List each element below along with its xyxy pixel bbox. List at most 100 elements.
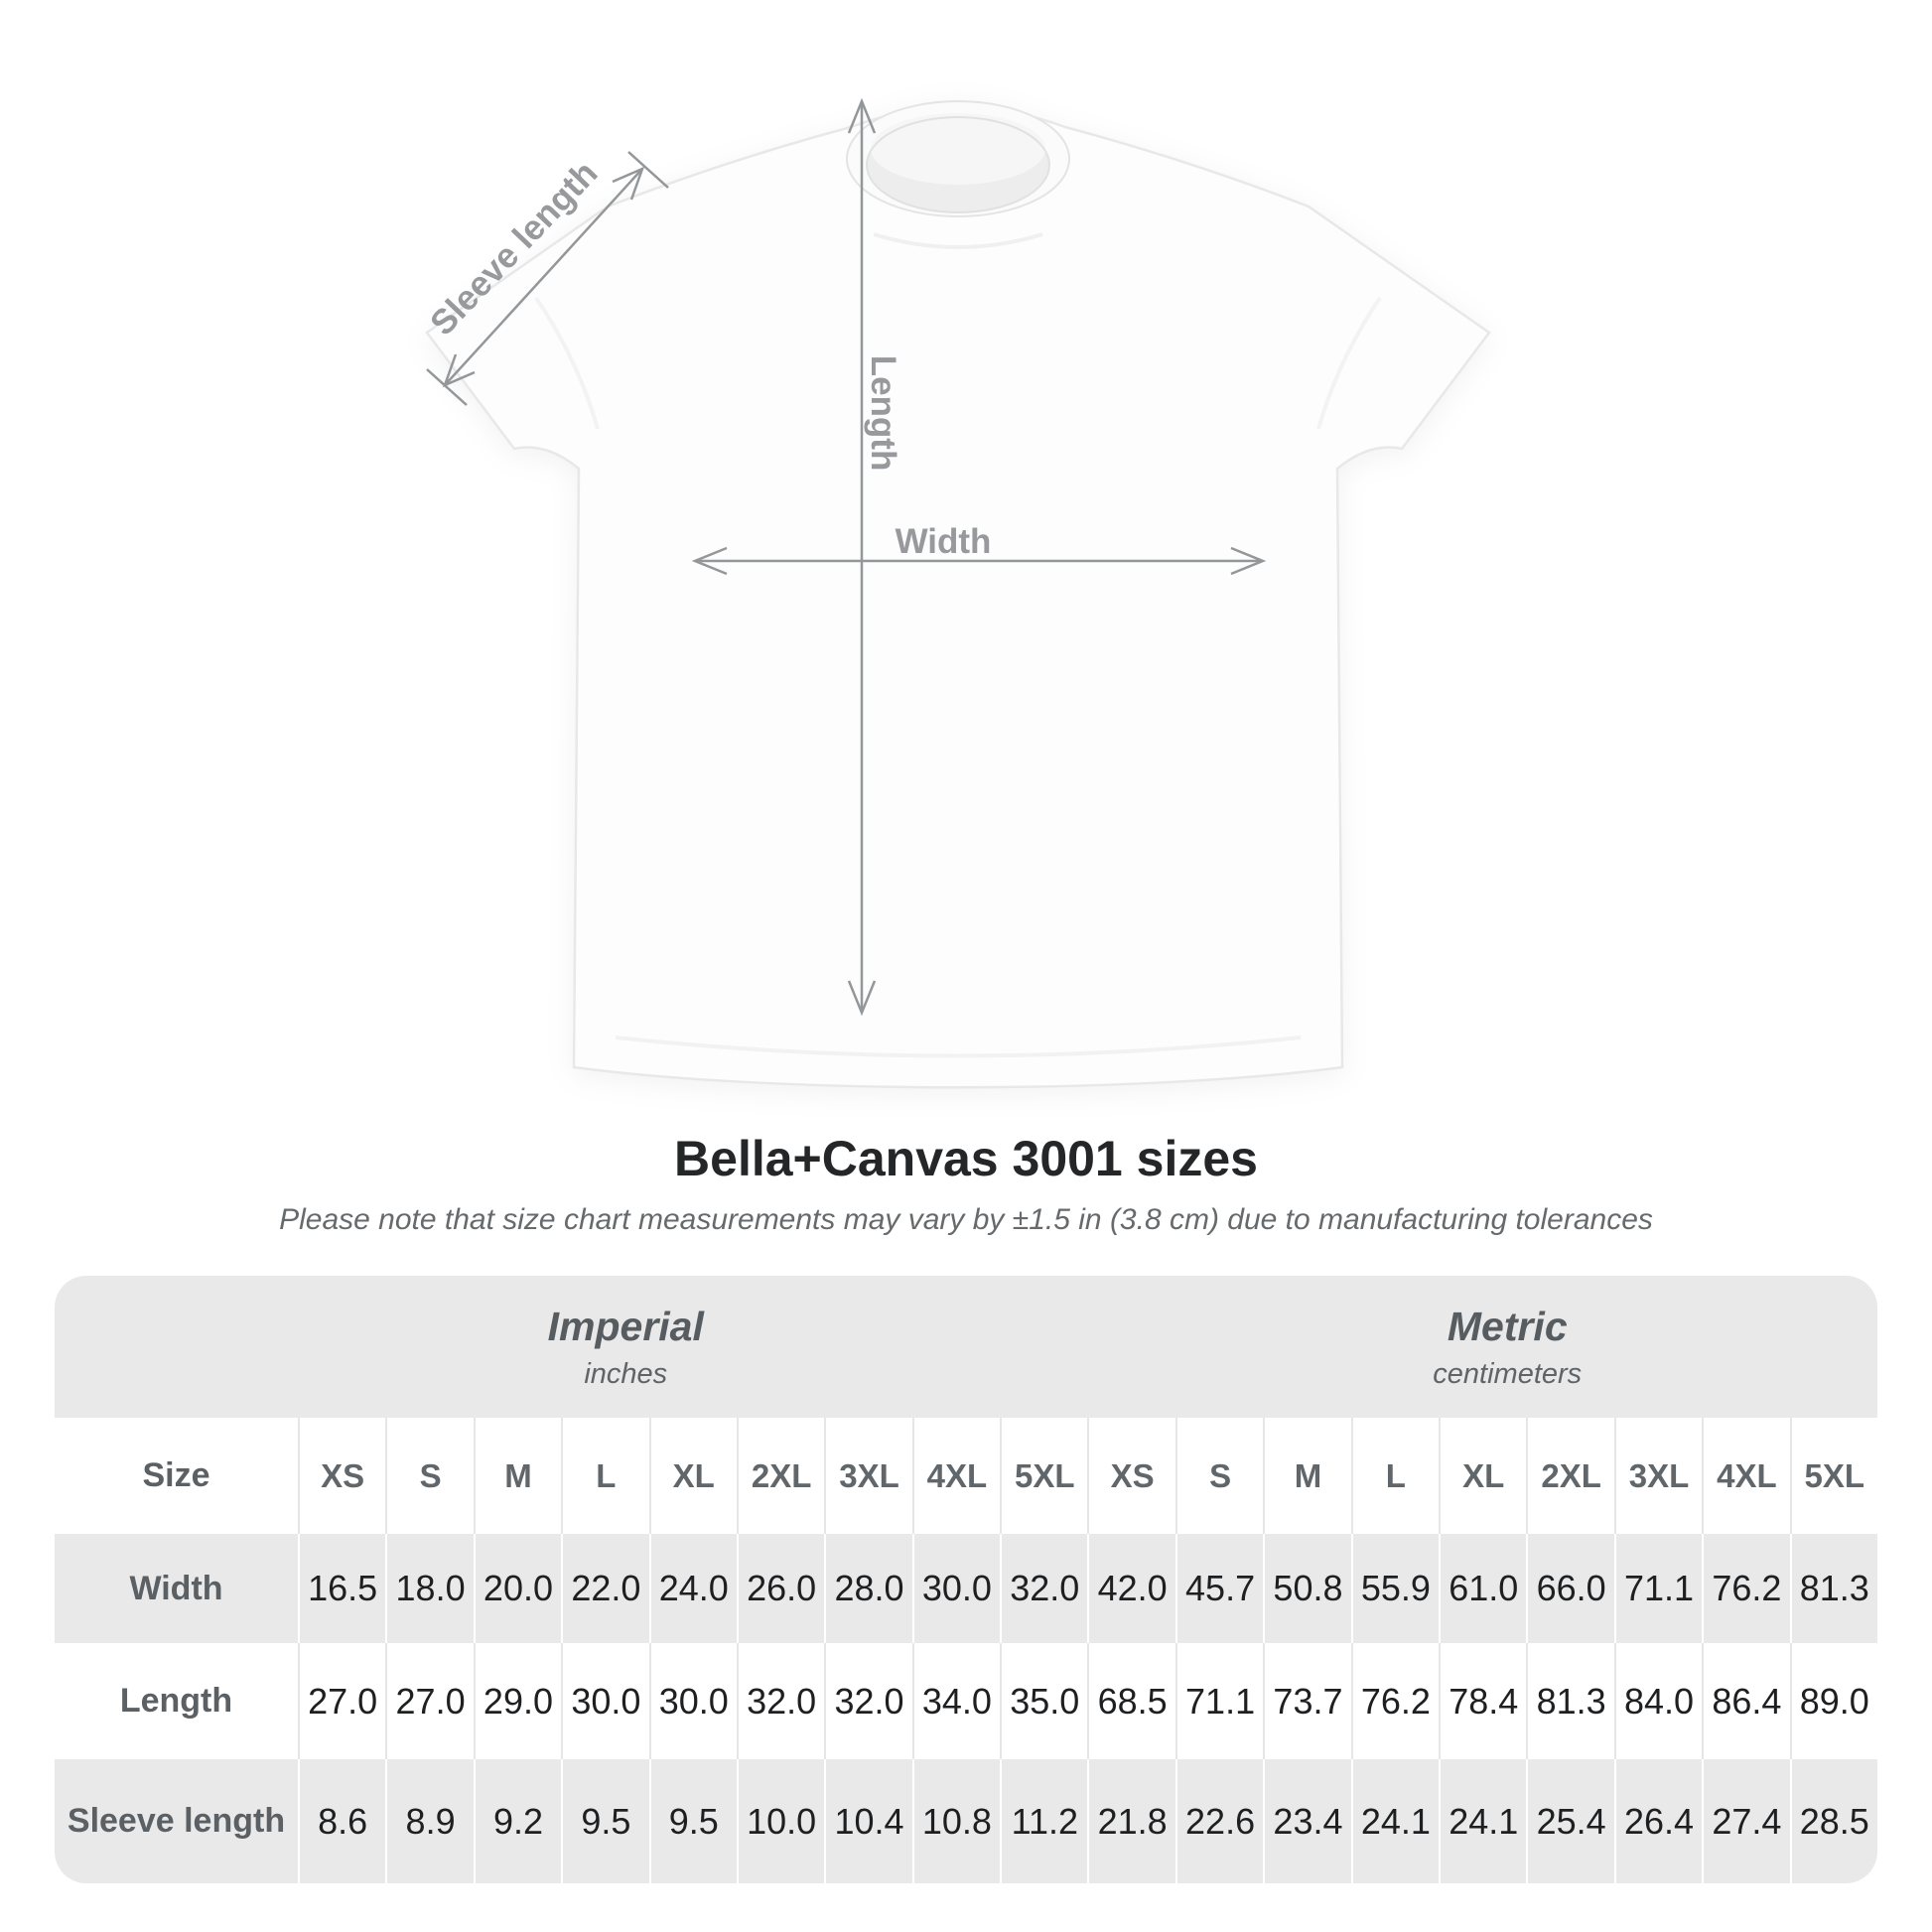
measurement-annotations [426, 97, 1267, 1017]
length-row-label: Length [119, 1682, 233, 1720]
sleeve-length-arrow [426, 151, 669, 406]
sleeve-imperial-cell: 8.9 [385, 1759, 473, 1883]
fold-under-collar [873, 232, 1043, 249]
length-imperial-cell: 34.0 [911, 1643, 1000, 1759]
size-header-cell: 2XL [1526, 1418, 1613, 1534]
width-imperial-cell: 16.5 [298, 1534, 385, 1643]
size-header-cell: M [473, 1418, 561, 1534]
length-label: Length [864, 355, 902, 472]
size-header-cell: 3XL [824, 1418, 911, 1534]
length-metric-cell: 76.2 [1350, 1643, 1439, 1759]
metric-unit: centimeters [1433, 1357, 1583, 1390]
table-row-length: Length 27.0 27.0 29.0 30.0 30.0 32.0 32.… [55, 1643, 1877, 1759]
fold-left-sleeve [534, 296, 600, 430]
fold-hem [615, 1035, 1302, 1058]
width-metric-cell: 61.0 [1439, 1534, 1526, 1643]
length-metric-cell: 78.4 [1439, 1643, 1526, 1759]
table-row-sizes: Size XS S M L XL 2XL 3XL 4XL 5XL XS S M … [55, 1418, 1877, 1534]
metric-title: Metric [1447, 1303, 1568, 1349]
width-metric-cell: 71.1 [1613, 1534, 1702, 1643]
length-imperial-cell: 27.0 [385, 1643, 473, 1759]
sleeve-metric-cell: 23.4 [1263, 1759, 1350, 1883]
width-metric-cell: 66.0 [1526, 1534, 1613, 1643]
table-row-sleeve-length: Sleeve length 8.6 8.9 9.2 9.5 9.5 10.0 1… [55, 1759, 1877, 1883]
width-metric-cell: 50.8 [1263, 1534, 1350, 1643]
size-header-cell: 5XL [1000, 1418, 1087, 1534]
table-row-width: Width 16.5 18.0 20.0 22.0 24.0 26.0 28.0… [55, 1534, 1877, 1643]
size-header-cell: 3XL [1613, 1418, 1702, 1534]
size-header-cell: S [385, 1418, 473, 1534]
width-imperial-cell: 28.0 [824, 1534, 911, 1643]
sleeve-imperial-cell: 9.5 [648, 1759, 737, 1883]
length-metric-cell: 73.7 [1263, 1643, 1350, 1759]
sleeve-metric-cell: 27.4 [1702, 1759, 1789, 1883]
width-metric-cell: 42.0 [1087, 1534, 1174, 1643]
width-metric-cell: 55.9 [1350, 1534, 1439, 1643]
size-header-cell: XL [648, 1418, 737, 1534]
sleeve-imperial-cell: 9.2 [473, 1759, 561, 1883]
tshirt-measurement-diagram: Sleeve length Length Width [423, 97, 1491, 1089]
length-imperial-cell: 32.0 [824, 1643, 911, 1759]
width-row-label: Width [129, 1569, 223, 1607]
sleeve-metric-cell: 24.1 [1350, 1759, 1439, 1883]
size-header-cell: L [1350, 1418, 1439, 1534]
sleeve-metric-cell: 22.6 [1174, 1759, 1263, 1883]
size-header-cell: 5XL [1789, 1418, 1877, 1534]
size-header-cell: XL [1439, 1418, 1526, 1534]
metric-header: Metric centimeters [1088, 1276, 1878, 1418]
width-imperial-cell: 30.0 [911, 1534, 1000, 1643]
length-imperial-cell: 35.0 [1000, 1643, 1087, 1759]
fold-right-sleeve [1316, 296, 1382, 430]
length-imperial-cell: 30.0 [561, 1643, 648, 1759]
width-metric-cell: 81.3 [1789, 1534, 1877, 1643]
length-metric-cell: 89.0 [1789, 1643, 1877, 1759]
sleeve-imperial-cell: 8.6 [298, 1759, 385, 1883]
size-header-cell: XS [298, 1418, 385, 1534]
sleeve-imperial-cell: 9.5 [561, 1759, 648, 1883]
width-imperial-cell: 18.0 [385, 1534, 473, 1643]
size-header-cell: XS [1087, 1418, 1174, 1534]
length-metric-cell: 81.3 [1526, 1643, 1613, 1759]
sleeve-metric-cell: 25.4 [1526, 1759, 1613, 1883]
size-header-cell: 2XL [736, 1418, 824, 1534]
length-imperial-cell: 30.0 [648, 1643, 737, 1759]
sleeve-metric-cell: 28.5 [1789, 1759, 1877, 1883]
size-header-cell: S [1174, 1418, 1263, 1534]
width-imperial-cell: 22.0 [561, 1534, 648, 1643]
length-metric-cell: 84.0 [1613, 1643, 1702, 1759]
size-header-cell: 4XL [911, 1418, 1000, 1534]
width-label: Width [896, 522, 992, 561]
length-metric-cell: 71.1 [1174, 1643, 1263, 1759]
page-title: Bella+Canvas 3001 sizes [674, 1131, 1258, 1186]
length-imperial-cell: 29.0 [473, 1643, 561, 1759]
size-header-cell: M [1263, 1418, 1350, 1534]
width-metric-cell: 45.7 [1174, 1534, 1263, 1643]
sleeve-metric-cell: 21.8 [1087, 1759, 1174, 1883]
unit-header-band: Imperial inches Metric centimeters [55, 1276, 1877, 1418]
length-metric-cell: 86.4 [1702, 1643, 1789, 1759]
imperial-unit: inches [584, 1357, 668, 1390]
length-arrow [847, 97, 877, 1017]
size-header-cell: 4XL [1702, 1418, 1789, 1534]
width-metric-cell: 76.2 [1702, 1534, 1789, 1643]
length-metric-cell: 68.5 [1087, 1643, 1174, 1759]
tshirt-body [425, 105, 1491, 1089]
width-imperial-cell: 20.0 [473, 1534, 561, 1643]
sleeve-metric-cell: 26.4 [1613, 1759, 1702, 1883]
sleeve-imperial-cell: 10.8 [911, 1759, 1000, 1883]
width-imperial-cell: 32.0 [1000, 1534, 1087, 1643]
imperial-header: Imperial inches [55, 1276, 1088, 1418]
sleeve-imperial-cell: 10.4 [824, 1759, 911, 1883]
sleeve-row-label: Sleeve length [67, 1802, 286, 1840]
collar-seam [866, 116, 1050, 213]
width-arrow [691, 546, 1267, 576]
size-table: Imperial inches Metric centimeters Size … [55, 1276, 1877, 1883]
width-imperial-cell: 24.0 [648, 1534, 737, 1643]
sleeve-imperial-cell: 10.0 [736, 1759, 824, 1883]
sleeve-metric-cell: 24.1 [1439, 1759, 1526, 1883]
size-header-cell: L [561, 1418, 648, 1534]
length-imperial-cell: 27.0 [298, 1643, 385, 1759]
sleeve-imperial-cell: 11.2 [1000, 1759, 1087, 1883]
tolerance-note: Please note that size chart measurements… [279, 1203, 1653, 1236]
collar-inner-back [871, 113, 1045, 185]
